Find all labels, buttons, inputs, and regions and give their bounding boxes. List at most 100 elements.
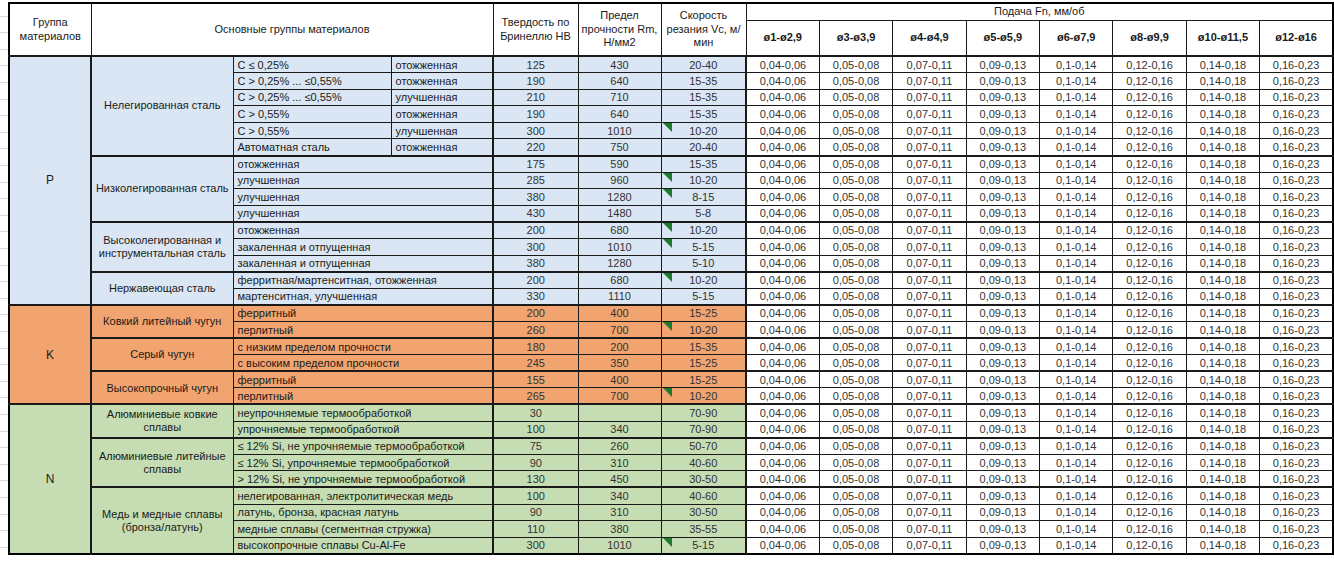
cutting-speed-cell[interactable]: 10-20 bbox=[661, 122, 746, 139]
cutting-speed-cell[interactable]: 10-20 bbox=[661, 172, 746, 189]
tensile-strength-cell[interactable]: 450 bbox=[578, 471, 661, 488]
feed-value-cell[interactable]: 0,12-0,16 bbox=[1113, 504, 1186, 521]
cutting-speed-cell[interactable]: 15-35 bbox=[661, 89, 746, 106]
tensile-strength-cell[interactable]: 430 bbox=[578, 56, 661, 73]
tensile-strength-cell[interactable]: 640 bbox=[578, 73, 661, 90]
material-detail-cell[interactable]: отожженная bbox=[233, 156, 493, 173]
group-code-cell[interactable]: K bbox=[9, 305, 91, 405]
feed-value-cell[interactable]: 0,14-0,18 bbox=[1186, 106, 1259, 123]
feed-value-cell[interactable]: 0,07-0,11 bbox=[893, 205, 966, 222]
feed-value-cell[interactable]: 0,1-0,14 bbox=[1040, 172, 1113, 189]
tensile-strength-cell[interactable]: 1480 bbox=[578, 205, 661, 222]
feed-value-cell[interactable]: 0,05-0,08 bbox=[819, 537, 892, 554]
material-detail-cell[interactable]: латунь, бронза, красная латунь bbox=[233, 504, 493, 521]
hardness-cell[interactable]: 200 bbox=[493, 222, 578, 239]
feed-value-cell[interactable]: 0,16-0,23 bbox=[1260, 272, 1333, 289]
header-material-group[interactable]: Группа материалов bbox=[9, 3, 91, 56]
hardness-cell[interactable]: 300 bbox=[493, 122, 578, 139]
feed-value-cell[interactable]: 0,05-0,08 bbox=[819, 106, 892, 123]
feed-value-cell[interactable]: 0,16-0,23 bbox=[1260, 421, 1333, 438]
feed-value-cell[interactable]: 0,05-0,08 bbox=[819, 438, 892, 455]
feed-value-cell[interactable]: 0,16-0,23 bbox=[1260, 471, 1333, 488]
tensile-strength-cell[interactable]: 340 bbox=[578, 421, 661, 438]
subgroup-name-cell[interactable]: Высоколегированная и инструментальная ст… bbox=[91, 222, 233, 272]
feed-value-cell[interactable]: 0,07-0,11 bbox=[893, 122, 966, 139]
feed-value-cell[interactable]: 0,09-0,13 bbox=[966, 338, 1039, 355]
feed-value-cell[interactable]: 0,12-0,16 bbox=[1113, 73, 1186, 90]
feed-value-cell[interactable]: 0,12-0,16 bbox=[1113, 487, 1186, 504]
feed-diameter-header[interactable]: ø12-ø16 bbox=[1260, 20, 1333, 56]
feed-value-cell[interactable]: 0,14-0,18 bbox=[1186, 89, 1259, 106]
feed-value-cell[interactable]: 0,14-0,18 bbox=[1186, 388, 1259, 405]
feed-value-cell[interactable]: 0,1-0,14 bbox=[1040, 371, 1113, 388]
feed-value-cell[interactable]: 0,05-0,08 bbox=[819, 122, 892, 139]
feed-value-cell[interactable]: 0,14-0,18 bbox=[1186, 189, 1259, 206]
feed-value-cell[interactable]: 0,04-0,06 bbox=[746, 471, 819, 488]
material-detail-cell[interactable]: закаленная и отпущенная bbox=[233, 255, 493, 272]
material-detail-cell[interactable]: нелегированная, электролитическая медь bbox=[233, 487, 493, 504]
hardness-cell[interactable]: 285 bbox=[493, 172, 578, 189]
feed-value-cell[interactable]: 0,14-0,18 bbox=[1186, 537, 1259, 554]
material-state-cell[interactable]: улучшенная bbox=[391, 122, 493, 139]
tensile-strength-cell[interactable]: 750 bbox=[578, 139, 661, 156]
tensile-strength-cell[interactable]: 400 bbox=[578, 371, 661, 388]
feed-value-cell[interactable]: 0,09-0,13 bbox=[966, 487, 1039, 504]
material-detail-cell[interactable]: с высоким пределом прочности bbox=[233, 355, 493, 372]
subgroup-name-cell[interactable]: Медь и медные сплавы (бронза/латунь) bbox=[91, 487, 233, 553]
feed-value-cell[interactable]: 0,04-0,06 bbox=[746, 156, 819, 173]
feed-value-cell[interactable]: 0,12-0,16 bbox=[1113, 106, 1186, 123]
feed-diameter-header[interactable]: ø3-ø3,9 bbox=[819, 20, 892, 56]
feed-value-cell[interactable]: 0,12-0,16 bbox=[1113, 56, 1186, 73]
feed-value-cell[interactable]: 0,09-0,13 bbox=[966, 222, 1039, 239]
feed-value-cell[interactable]: 0,07-0,11 bbox=[893, 106, 966, 123]
feed-value-cell[interactable]: 0,1-0,14 bbox=[1040, 189, 1113, 206]
hardness-cell[interactable]: 130 bbox=[493, 471, 578, 488]
feed-value-cell[interactable]: 0,16-0,23 bbox=[1260, 487, 1333, 504]
group-code-cell[interactable]: N bbox=[9, 404, 91, 553]
feed-value-cell[interactable]: 0,1-0,14 bbox=[1040, 487, 1113, 504]
feed-value-cell[interactable]: 0,09-0,13 bbox=[966, 404, 1039, 421]
material-state-cell[interactable]: отожженная bbox=[391, 73, 493, 90]
feed-value-cell[interactable]: 0,16-0,23 bbox=[1260, 73, 1333, 90]
feed-value-cell[interactable]: 0,1-0,14 bbox=[1040, 504, 1113, 521]
feed-value-cell[interactable]: 0,07-0,11 bbox=[893, 255, 966, 272]
feed-value-cell[interactable]: 0,07-0,11 bbox=[893, 454, 966, 471]
feed-value-cell[interactable]: 0,16-0,23 bbox=[1260, 404, 1333, 421]
tensile-strength-cell[interactable]: 260 bbox=[578, 438, 661, 455]
feed-value-cell[interactable]: 0,09-0,13 bbox=[966, 89, 1039, 106]
feed-value-cell[interactable]: 0,12-0,16 bbox=[1113, 438, 1186, 455]
feed-value-cell[interactable]: 0,09-0,13 bbox=[966, 322, 1039, 339]
feed-value-cell[interactable]: 0,05-0,08 bbox=[819, 521, 892, 538]
feed-value-cell[interactable]: 0,09-0,13 bbox=[966, 255, 1039, 272]
feed-value-cell[interactable]: 0,16-0,23 bbox=[1260, 521, 1333, 538]
feed-value-cell[interactable]: 0,05-0,08 bbox=[819, 239, 892, 256]
feed-diameter-header[interactable]: ø8-ø9,9 bbox=[1113, 20, 1186, 56]
tensile-strength-cell[interactable]: 310 bbox=[578, 454, 661, 471]
cutting-speed-cell[interactable]: 20-40 bbox=[661, 56, 746, 73]
feed-value-cell[interactable]: 0,04-0,06 bbox=[746, 288, 819, 305]
feed-value-cell[interactable]: 0,1-0,14 bbox=[1040, 56, 1113, 73]
hardness-cell[interactable]: 330 bbox=[493, 288, 578, 305]
feed-value-cell[interactable]: 0,09-0,13 bbox=[966, 56, 1039, 73]
feed-value-cell[interactable]: 0,12-0,16 bbox=[1113, 322, 1186, 339]
feed-value-cell[interactable]: 0,07-0,11 bbox=[893, 189, 966, 206]
feed-value-cell[interactable]: 0,1-0,14 bbox=[1040, 355, 1113, 372]
material-detail-cell[interactable]: упрочняемые термообработкой bbox=[233, 421, 493, 438]
subgroup-name-cell[interactable]: Высокопрочный чугун bbox=[91, 371, 233, 404]
tensile-strength-cell[interactable]: 680 bbox=[578, 222, 661, 239]
feed-value-cell[interactable]: 0,12-0,16 bbox=[1113, 471, 1186, 488]
feed-value-cell[interactable]: 0,16-0,23 bbox=[1260, 454, 1333, 471]
hardness-cell[interactable]: 210 bbox=[493, 89, 578, 106]
feed-value-cell[interactable]: 0,07-0,11 bbox=[893, 521, 966, 538]
feed-value-cell[interactable]: 0,1-0,14 bbox=[1040, 338, 1113, 355]
tensile-strength-cell[interactable]: 680 bbox=[578, 272, 661, 289]
hardness-cell[interactable]: 100 bbox=[493, 487, 578, 504]
feed-value-cell[interactable]: 0,04-0,06 bbox=[746, 56, 819, 73]
cutting-speed-cell[interactable]: 30-50 bbox=[661, 504, 746, 521]
feed-value-cell[interactable]: 0,12-0,16 bbox=[1113, 89, 1186, 106]
material-state-cell[interactable]: отожженная bbox=[391, 139, 493, 156]
feed-value-cell[interactable]: 0,07-0,11 bbox=[893, 73, 966, 90]
cutting-speed-cell[interactable]: 10-20 bbox=[661, 272, 746, 289]
feed-value-cell[interactable]: 0,04-0,06 bbox=[746, 106, 819, 123]
feed-value-cell[interactable]: 0,14-0,18 bbox=[1186, 404, 1259, 421]
